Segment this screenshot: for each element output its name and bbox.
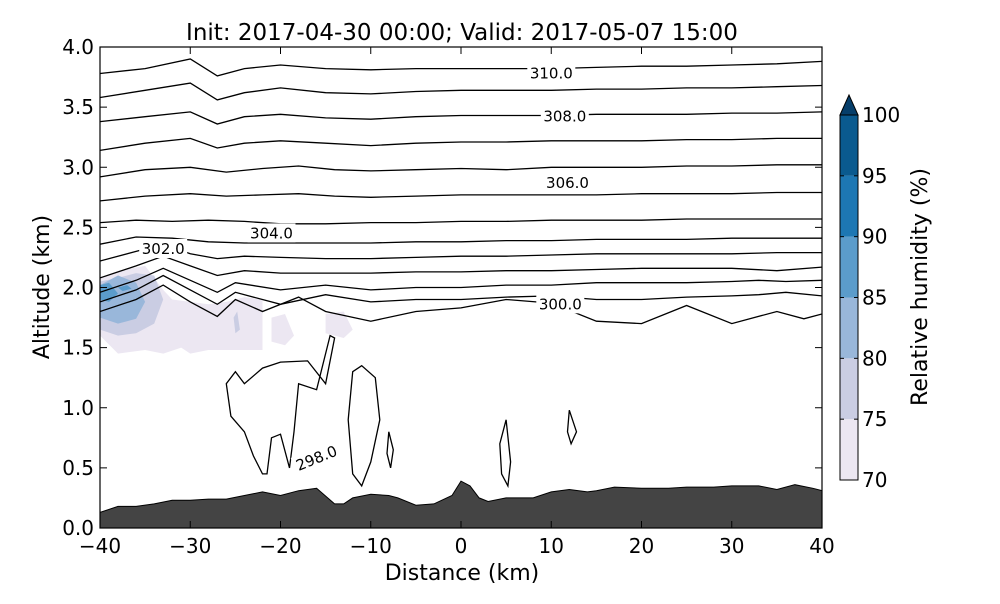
contour-label-bg: [139, 239, 188, 258]
contour-label-group: 308.0: [540, 106, 589, 126]
plot-area: 310.0 308.0 306.0 304.0 302.0 300.0 298.0: [100, 58, 822, 528]
colorbar-segment: [840, 115, 858, 176]
contour-label-group: 300.0: [536, 294, 585, 314]
y-tick-label: 1.5: [62, 336, 94, 360]
x-tick-label: 40: [809, 534, 834, 558]
rh-region-70: [271, 314, 294, 346]
isentrope-line-5: [100, 243, 822, 262]
x-tick-label: −30: [169, 534, 211, 558]
colorbar-segment: [840, 419, 858, 480]
axes: −40 −30 −20 −10 0 10 20 30 400.00.51.01.52.02.53…: [62, 35, 835, 558]
colorbar-tick-label: 80: [862, 346, 887, 370]
contour-label: 310.0: [530, 65, 573, 83]
rh-region-85: [118, 285, 132, 292]
colorbar: 70 75 80 85 90 95 100: [839, 93, 900, 492]
contour-label-bg: [290, 440, 343, 476]
isentrope-line-4: [100, 255, 822, 279]
contour-label-bg: [536, 294, 585, 314]
isentrope-line-11: [100, 111, 822, 125]
contour-label-group: 310.0: [527, 63, 576, 83]
x-tick-label: −20: [259, 534, 301, 558]
contour-label: 308.0: [543, 108, 586, 126]
y-tick-label: 3.0: [62, 155, 94, 179]
y-tick-label: 1.0: [62, 396, 94, 420]
colorbar-segment: [840, 175, 858, 237]
rh-region-70: [325, 311, 353, 338]
contour-298-closed-3: [386, 431, 394, 469]
x-tick-label: 20: [629, 534, 654, 558]
contour-label-group: 304.0: [247, 223, 296, 243]
y-tick-label: 2.5: [62, 215, 94, 239]
contour-label: 304.0: [250, 224, 293, 242]
isentrope-line-1: [100, 284, 822, 325]
colorbar-tick-label: 100: [862, 103, 900, 127]
colorbar-tick-label: 85: [862, 286, 887, 310]
colorbar-tick-label: 70: [862, 468, 887, 492]
contour-label: 302.0: [142, 240, 185, 258]
terrain: [100, 480, 822, 528]
contour-label-group: 298.0: [290, 440, 343, 476]
isentrope-line-7: [100, 218, 822, 225]
rh-region-75: [233, 311, 240, 334]
y-axis-label: Altitude (km): [30, 215, 55, 359]
isentrope-line-10: [100, 137, 822, 152]
contour-label-group: 306.0: [543, 172, 592, 192]
isentrope-line-13: [100, 58, 822, 77]
x-tick-label: 10: [539, 534, 564, 558]
isentrope-line-2: [100, 274, 822, 306]
y-tick-label: 0.5: [62, 456, 94, 480]
x-tick-label: −40: [79, 534, 121, 558]
y-tick-label: 0.0: [62, 516, 94, 540]
x-tick-label: 0: [455, 534, 468, 558]
contour-label-group: 302.0: [139, 239, 188, 258]
contour-298-closed-1: [225, 334, 336, 475]
colorbar-segment: [840, 236, 858, 298]
x-tick-label: 30: [719, 534, 744, 558]
contour-298-closed-4: [499, 419, 512, 489]
colorbar-segment: [840, 297, 858, 359]
contour-label-bg: [247, 223, 296, 243]
y-tick-label: 2.0: [62, 276, 94, 300]
y-tick-label: 3.5: [62, 95, 94, 119]
colorbar-segment: [840, 358, 858, 420]
colorbar-extend-arrow: [839, 93, 859, 116]
isentrope-line-8: [100, 191, 822, 202]
colorbar-tick-label: 75: [862, 407, 887, 431]
isentrope-line-6: [100, 236, 822, 245]
isentrope-line-3: [100, 267, 822, 294]
contour-label-bg: [540, 106, 589, 126]
contour-label-bg: [527, 63, 576, 83]
x-axis-label: Distance (km): [385, 561, 540, 586]
isentrope-line-12: [100, 82, 822, 101]
colorbar-label: Relative humidity (%): [908, 168, 933, 406]
contour-label: 306.0: [546, 174, 589, 192]
contour-label: 298.0: [293, 442, 340, 475]
isentrope-line-9: [100, 164, 822, 178]
x-tick-label: −10: [350, 534, 392, 558]
y-tick-label: 4.0: [62, 35, 94, 59]
colorbar-tick-label: 90: [862, 225, 887, 249]
contour-298-closed-5: [566, 409, 578, 446]
contour-label: 300.0: [539, 295, 582, 313]
contour-298-closed-2: [347, 364, 381, 488]
chart-title: Init: 2017-04-30 00:00; Valid: 2017-05-0…: [186, 20, 738, 46]
contour-label-bg: [543, 172, 592, 192]
colorbar-tick-label: 95: [862, 164, 887, 188]
